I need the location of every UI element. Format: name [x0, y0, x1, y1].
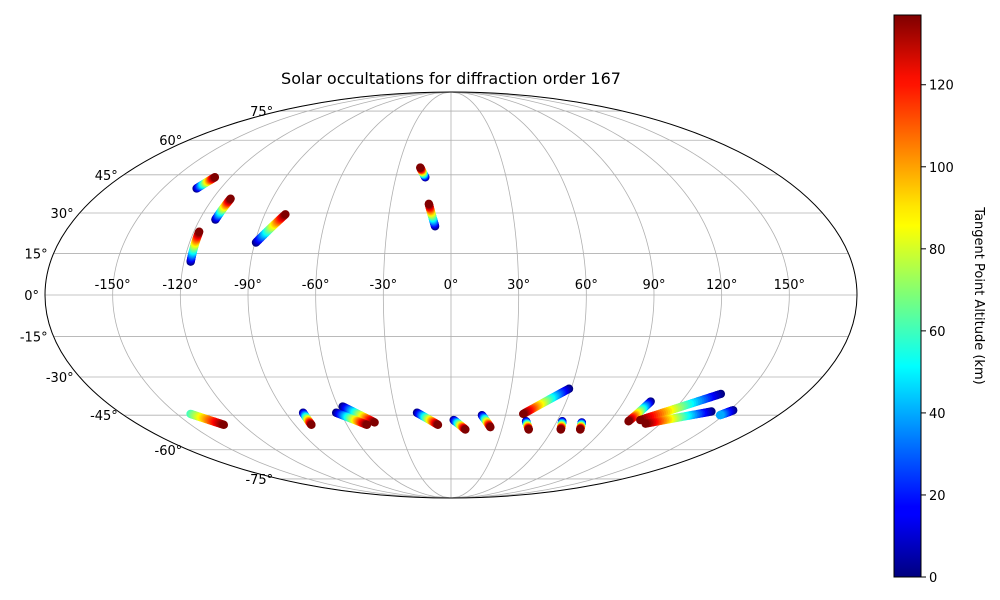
gridline-lon	[112, 92, 452, 498]
lat-tick-labels: -75° -60° -45° -30° -15° 0° 15° 30° 45° 60° 75°	[20, 105, 273, 488]
data-point	[210, 173, 220, 182]
data-point	[307, 420, 316, 430]
gridline-lon	[247, 92, 452, 498]
colorbar-tick-label: 60	[929, 325, 946, 340]
gridline-lon	[450, 92, 520, 498]
lat-tick-label: 0°	[24, 289, 39, 304]
gridline-lon	[315, 92, 452, 498]
data-point	[556, 425, 565, 434]
lat-tick-label: 60°	[159, 134, 182, 149]
data-point	[486, 422, 495, 432]
lat-tick-label: -75°	[245, 473, 273, 488]
data-point	[641, 419, 650, 428]
lat-tick-label: -30°	[46, 371, 74, 386]
lon-tick-label: 90°	[642, 278, 665, 293]
data-point	[576, 425, 585, 434]
colorbar-tick-label: 20	[929, 489, 946, 504]
lat-tick-label: 75°	[250, 105, 273, 120]
data-point	[416, 163, 425, 172]
data-point	[195, 227, 204, 236]
graticule	[45, 92, 857, 498]
data-point	[219, 420, 229, 430]
lon-tick-label: 60°	[575, 278, 598, 293]
data-point	[624, 417, 633, 426]
data-point	[362, 420, 372, 430]
lat-tick-label: 30°	[51, 207, 74, 222]
data-point	[370, 418, 379, 427]
map-outline	[44, 91, 858, 499]
lon-tick-label: -120°	[162, 278, 198, 293]
colorbar-tick-label: 40	[929, 407, 946, 422]
lon-tick-label: 150°	[774, 278, 805, 293]
lat-tick-label: 15°	[25, 247, 48, 262]
data-point	[715, 410, 725, 420]
gridline-lon	[450, 92, 790, 498]
colorbar-label: Tangent Point Altitude (km)	[971, 206, 986, 384]
gridline-lon	[382, 92, 452, 498]
data-point	[281, 210, 290, 219]
gridline-lon	[179, 92, 452, 498]
colorbar-tick-label: 100	[929, 161, 954, 176]
lat-tick-label: -15°	[20, 331, 48, 346]
colorbar: 0 20 40 60 80 100 120 Tangent Point Altitude (…	[893, 14, 986, 586]
lon-tick-label: 120°	[706, 278, 737, 293]
data-point	[518, 409, 528, 419]
colorbar-gradient	[893, 14, 922, 578]
lon-tick-label: 30°	[507, 278, 530, 293]
colorbar-tick-label: 0	[929, 571, 937, 586]
lon-tick-label: -90°	[234, 278, 262, 293]
data-point	[424, 199, 434, 209]
colorbar-tick-label: 80	[929, 243, 946, 258]
colorbar-ticks: 0 20 40 60 80 100 120	[921, 79, 954, 586]
lon-tick-label: -30°	[369, 278, 397, 293]
data-point	[226, 194, 235, 203]
lon-tick-label: -60°	[302, 278, 330, 293]
gridline-lon	[450, 92, 723, 498]
lon-tick-labels: -150° -120° -90° -60° -30° 0° 30° 60° 90° 120° 150…	[95, 278, 805, 293]
chart-title: Solar occultations for diffraction order…	[281, 69, 621, 88]
gridline-lon	[450, 92, 655, 498]
data-point	[461, 425, 470, 434]
colorbar-tick-label: 120	[929, 79, 954, 94]
data-point	[524, 425, 533, 434]
gridline-lon	[450, 92, 587, 498]
lat-tick-label: -45°	[90, 409, 118, 424]
lat-tick-label: -60°	[155, 444, 183, 459]
lon-tick-label: 0°	[444, 278, 459, 293]
data-tracks	[186, 163, 738, 434]
lat-tick-label: 45°	[95, 169, 118, 184]
data-point	[433, 420, 443, 430]
lon-tick-label: -150°	[95, 278, 131, 293]
